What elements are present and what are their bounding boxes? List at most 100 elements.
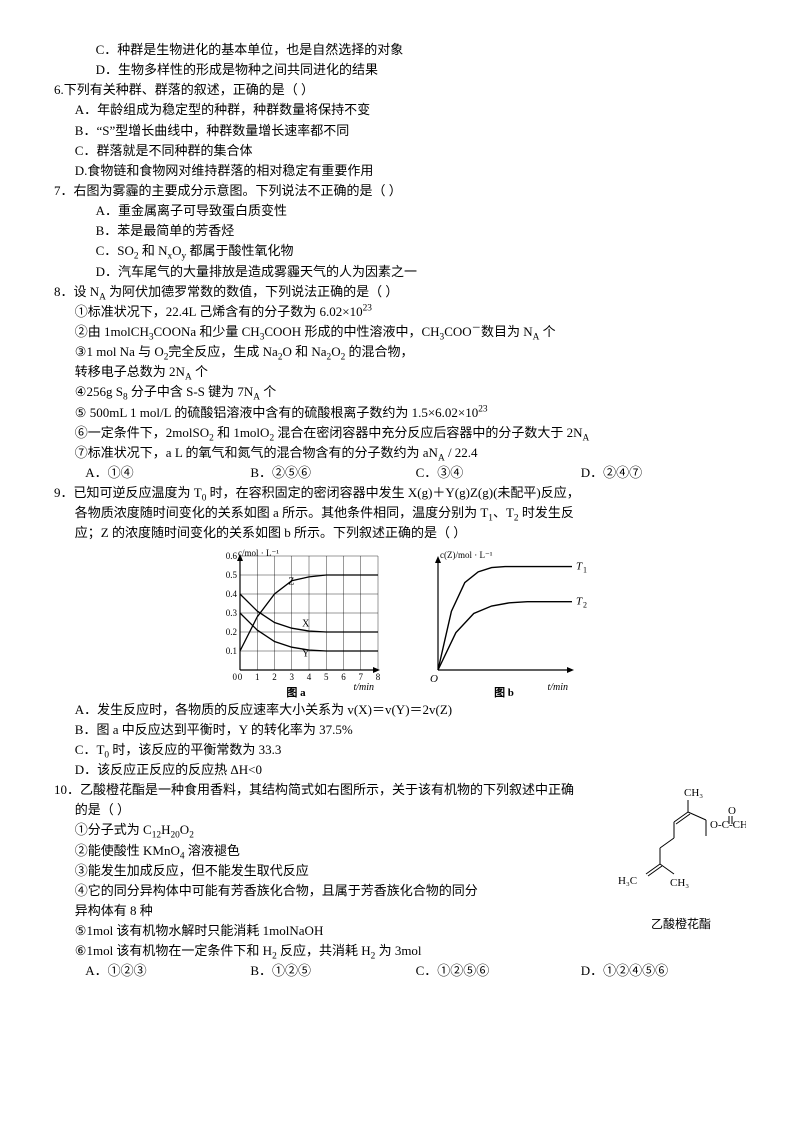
q10-option-c: C．①②⑤⑥ [416, 961, 581, 981]
svg-text:O: O [430, 673, 438, 685]
q10-l1-mid2: O [180, 822, 189, 837]
q9-option-c: C．T0 时，该反应的平衡常数为 33.3 [54, 740, 746, 760]
q9-stem-1: 9．已知可逆反应温度为 T0 时，在容积固定的密闭容器中发生 X(g)＋Y(g)… [54, 483, 746, 503]
svg-text:t/min: t/min [547, 682, 568, 693]
q5-option-d: D．生物多样性的形成是物种之间共同进化的结果 [54, 60, 746, 80]
q10-options: A．①②③ B．①②⑤ C．①②⑤⑥ D．①②④⑤⑥ [54, 961, 746, 981]
svg-text:0.1: 0.1 [226, 646, 237, 656]
q6-option-c: C．群落就是不同种群的集合体 [54, 141, 746, 161]
q8-l1-pre: ①标准状况下，22.4L 己烯含有的分子数为 6.02×10 [75, 304, 363, 319]
page: C．种群是生物进化的基本单位，也是自然选择的对象 D．生物多样性的形成是物种之间… [0, 0, 800, 1132]
svg-text:0.6: 0.6 [226, 551, 238, 561]
q8-l2-m1: COONa 和少量 CH [154, 324, 260, 339]
svg-text:图 b: 图 b [494, 686, 514, 698]
q10-line-6: ⑥1mol 该有机物在一定条件下和 H2 反应，共消耗 H2 为 3mol [54, 941, 746, 961]
q8-l3-post: 的混合物， [345, 344, 413, 359]
svg-text:3: 3 [290, 672, 295, 682]
q8-l2-pre: ②由 1molCH [75, 324, 149, 339]
q8-option-b: B．②⑤⑥ [250, 463, 415, 483]
q6-option-d: D.食物链和食物网对维持群落的相对稳定有重要作用 [54, 161, 746, 181]
svg-text:7: 7 [359, 672, 364, 682]
q8-line-4: ④256g S8 分子中含 S-S 键为 7NA 个 [54, 382, 746, 402]
q10-option-b: B．①②⑤ [250, 961, 415, 981]
q9-charts: 0123456780.10.20.30.40.50.60ZXYc/mol · L… [54, 548, 746, 698]
q8-l2-m3: COO [444, 324, 471, 339]
q8-l2-end: 个 [539, 324, 555, 339]
svg-text:0.2: 0.2 [226, 627, 237, 637]
q10-struct-caption: 乙酸橙花酯 [616, 917, 746, 931]
q8-l4-m: 分子中含 S-S 键为 7N [128, 384, 254, 399]
q8-line-1: ①标准状况下，22.4L 己烯含有的分子数为 6.02×1023 [54, 302, 746, 322]
svg-text:6: 6 [341, 672, 346, 682]
q9-c-post: 时，该反应的平衡常数为 33.3 [109, 742, 281, 757]
q8-l7-post: / 22.4 [445, 445, 478, 460]
q10-l1-pre: ①分子式为 C [75, 822, 152, 837]
q10-structure: CH₃O-C-CH₃OH₃CCH₃ 乙酸橙花酯 [616, 784, 746, 932]
q9-s2-post: 时发生反 [519, 505, 574, 520]
q9-option-d: D．该反应正反应的反应热 ΔH<0 [54, 760, 746, 780]
q8-l3-m3: O [331, 344, 340, 359]
svg-text:0: 0 [233, 672, 238, 682]
svg-text:O-C-CH₃: O-C-CH₃ [710, 819, 746, 831]
svg-text:0.4: 0.4 [226, 589, 238, 599]
q7-option-b: B．苯是最简单的芳香烃 [54, 221, 746, 241]
q8-l7-pre: ⑦标准状况下，a L 的氧气和氮气的混合物含有的分子数约为 aN [75, 445, 438, 460]
q8-l3-m: 完全反应，生成 Na [168, 344, 277, 359]
svg-text:0.3: 0.3 [226, 608, 238, 618]
chem-svg: CH₃O-C-CH₃OH₃CCH₃ [616, 784, 746, 914]
q8-l3b-pre: 转移电子总数为 2N [75, 364, 185, 379]
q7-option-d: D．汽车尾气的大量排放是造成雾霾天气的人为因素之一 [54, 262, 746, 282]
q10-l2-pre: ②能使酸性 KMnO [75, 843, 180, 858]
svg-text:Z: Z [288, 576, 294, 587]
svg-text:CH₃: CH₃ [684, 787, 703, 799]
q8-option-a: A．①④ [85, 463, 250, 483]
q9-c-pre: C．T [75, 742, 105, 757]
q8-line-3b: 转移电子总数为 2NA 个 [54, 362, 746, 382]
svg-text:X: X [302, 618, 310, 629]
q7-option-c: C．SO2 和 NxOy 都属于酸性氧化物 [54, 241, 746, 261]
svg-text:0.5: 0.5 [226, 570, 238, 580]
q9-s2-mid: 、T [493, 505, 514, 520]
svg-text:c(Z)/mol · L⁻¹: c(Z)/mol · L⁻¹ [440, 550, 493, 560]
q7-stem: 7．右图为雾霾的主要成分示意图。下列说法不正确的是（ ） [54, 181, 746, 201]
q8-option-c: C．③④ [416, 463, 581, 483]
svg-text:c/mol · L⁻¹: c/mol · L⁻¹ [238, 548, 279, 558]
svg-text:5: 5 [324, 672, 329, 682]
q8-line-6: ⑥一定条件下，2molSO2 和 1molO2 混合在密闭容器中充分反应后容器中… [54, 423, 746, 443]
q10-l6-pre: ⑥1mol 该有机物在一定条件下和 H [75, 943, 272, 958]
svg-text:t/min: t/min [353, 682, 374, 693]
q8-stem: 8．设 NA 为阿伏加德罗常数的数值，下列说法正确的是（ ） [54, 282, 746, 302]
q9-stem-2: 各物质浓度随时间变化的关系如图 a 所示。其他条件相同，温度分别为 T1、T2 … [54, 503, 746, 523]
svg-text:2: 2 [272, 672, 277, 682]
q10-option-d: D．①②④⑤⑥ [581, 961, 746, 981]
svg-text:2: 2 [583, 600, 587, 609]
svg-text:1: 1 [583, 565, 587, 574]
q8-l4-pre: ④256g S [75, 384, 123, 399]
q9-s2-pre: 各物质浓度随时间变化的关系如图 a 所示。其他条件相同，温度分别为 T [75, 505, 488, 520]
q8-l3b-post: 个 [192, 364, 208, 379]
q6-option-b: B．“S”型增长曲线中，种群数量增长速率都不同 [54, 121, 746, 141]
q8-line-2: ②由 1molCH3COONa 和少量 CH3COOH 形成的中性溶液中，CH3… [54, 322, 746, 342]
svg-text:8: 8 [376, 672, 381, 682]
q8-l6-pre: ⑥一定条件下，2molSO [75, 425, 209, 440]
q8-l3-pre: ③1 mol Na 与 O [75, 344, 164, 359]
chart-a: 0123456780.10.20.30.40.50.60ZXYc/mol · L… [206, 548, 386, 698]
q8-stem-pre: 8．设 N [54, 284, 99, 299]
q9-option-b: B．图 a 中反应达到平衡时，Y 的转化率为 37.5% [54, 720, 746, 740]
q7-c-pre: C．SO [96, 243, 134, 258]
q8-l3-m2: O 和 Na [283, 344, 327, 359]
q7-c-mid2: O [172, 243, 181, 258]
q9-stem-3: 应；Z 的浓度随时间变化的关系如图 b 所示。下列叙述正确的是（ ） [54, 523, 746, 543]
q10-l6-mid: 反应，共消耗 H [277, 943, 371, 958]
q10-option-a: A．①②③ [85, 961, 250, 981]
q10-block: CH₃O-C-CH₃OH₃CCH₃ 乙酸橙花酯 10．乙酸橙花酯是一种食用香料，… [54, 780, 746, 981]
q9-s1-pre: 9．已知可逆反应温度为 T [54, 485, 202, 500]
q8-stem-post: 为阿伏加德罗常数的数值，下列说法正确的是（ ） [106, 284, 399, 299]
q8-l6-m: 和 1molO [214, 425, 270, 440]
q8-l4-post: 个 [260, 384, 276, 399]
svg-text:4: 4 [307, 672, 312, 682]
q8-line-7: ⑦标准状况下，a L 的氧气和氮气的混合物含有的分子数约为 aNA / 22.4 [54, 443, 746, 463]
svg-text:CH₃: CH₃ [670, 877, 689, 889]
q8-l6-m2: 混合在密闭容器中充分反应后容器中的分子数大于 2N [274, 425, 582, 440]
q7-c-mid: 和 N [139, 243, 168, 258]
